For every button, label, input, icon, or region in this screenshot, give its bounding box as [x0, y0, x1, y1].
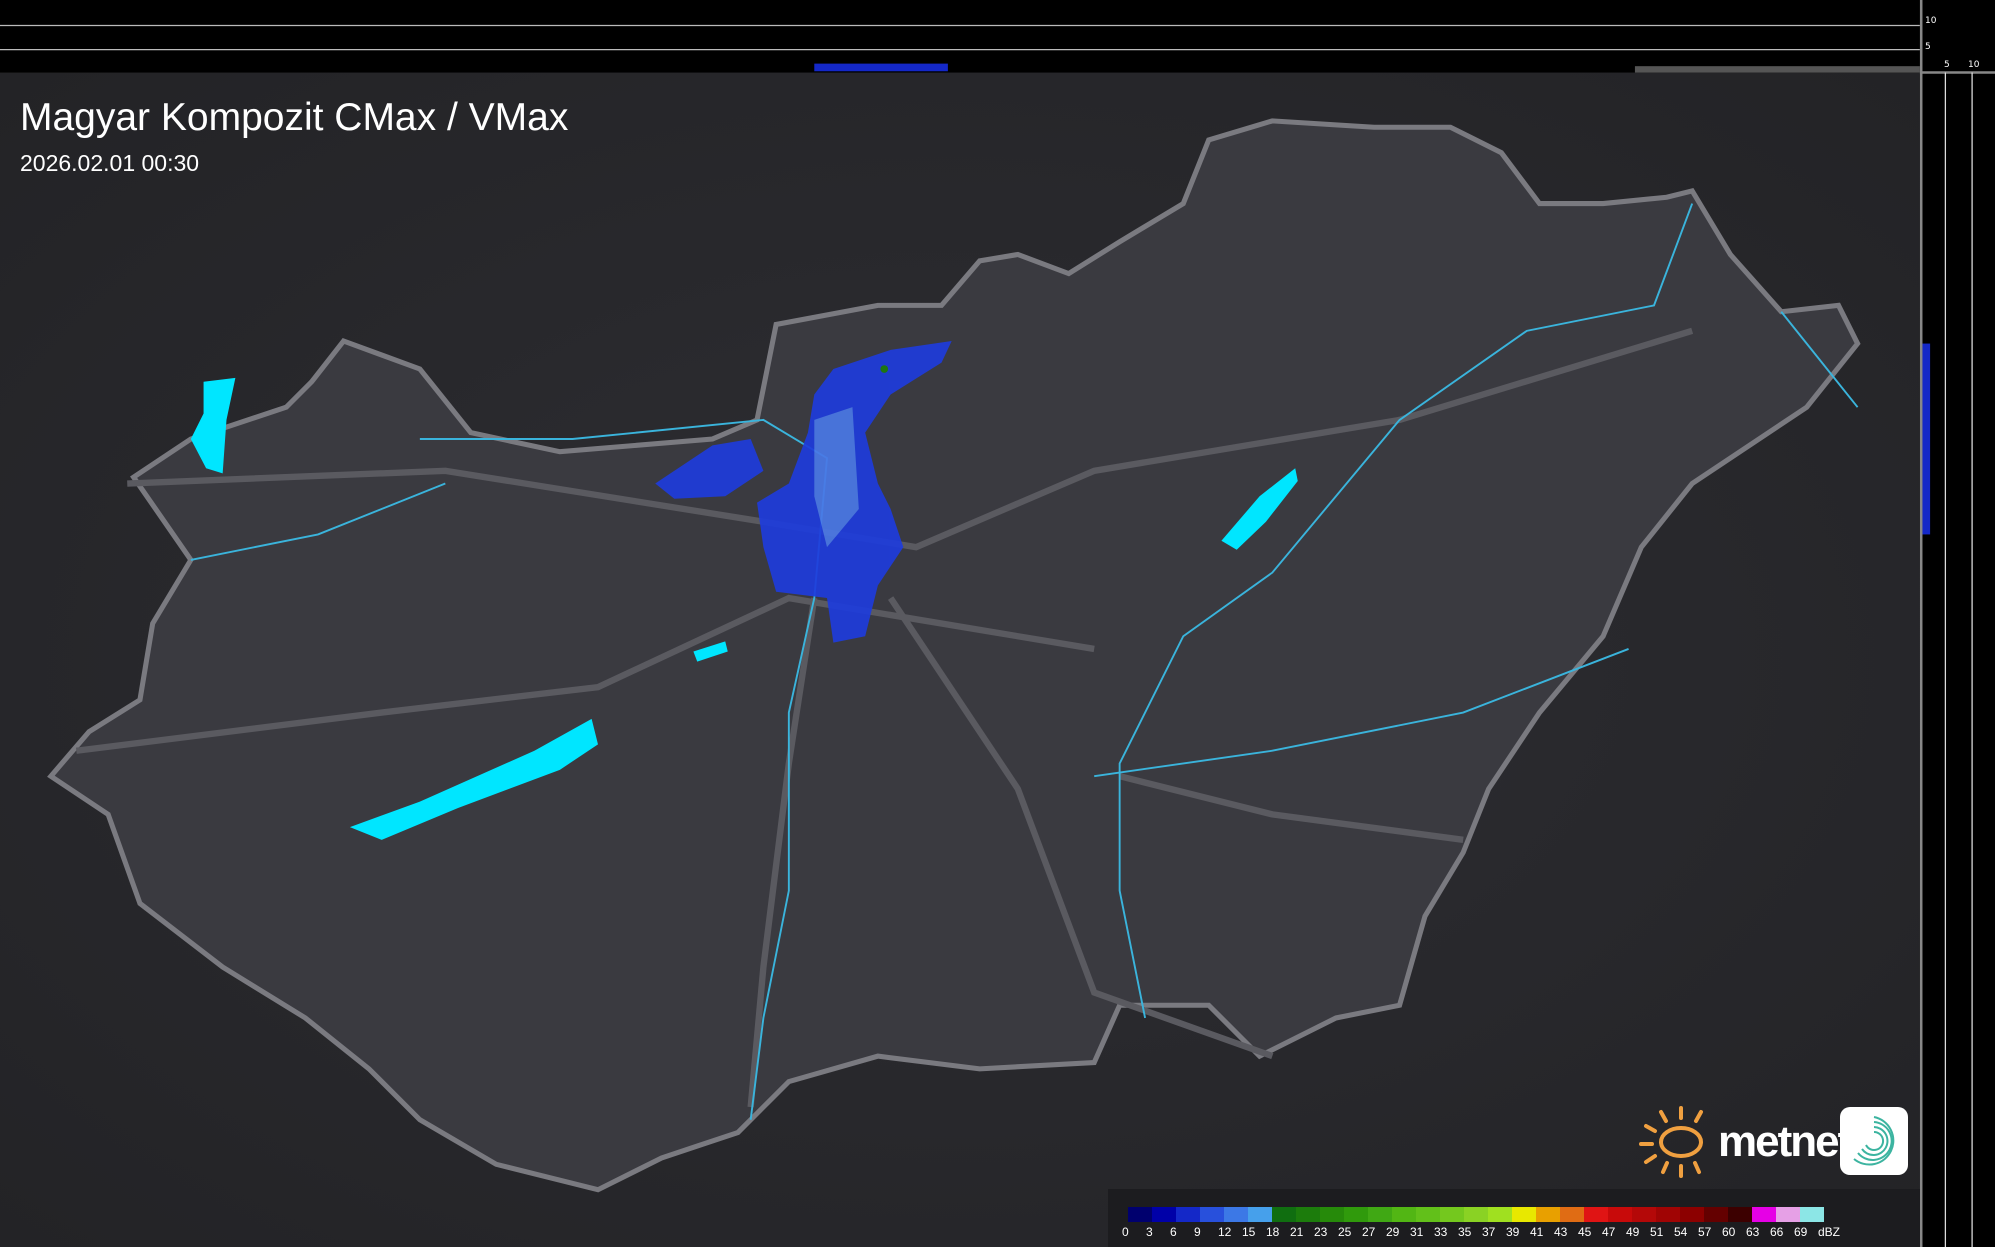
- lake-tisza: [1221, 468, 1298, 550]
- color-swatch: [1464, 1207, 1488, 1222]
- color-swatch: [1128, 1207, 1152, 1222]
- scale-tick: 60: [1722, 1225, 1736, 1239]
- scale-tick: 41: [1530, 1225, 1544, 1239]
- scale-tick: 37: [1482, 1225, 1496, 1239]
- scale-tick: 31: [1410, 1225, 1424, 1239]
- scale-tick: 9: [1194, 1225, 1201, 1239]
- color-swatch: [1416, 1207, 1440, 1222]
- map-title: Magyar Kompozit CMax / VMax: [20, 96, 569, 139]
- scale-tick: 63: [1746, 1225, 1760, 1239]
- color-swatch: [1296, 1207, 1320, 1222]
- color-swatch: [1272, 1207, 1296, 1222]
- scale-tick: 25: [1338, 1225, 1352, 1239]
- right-profile-panel: [1919, 0, 1995, 1247]
- dbz-legend: 0 3 6 9 12 15 18 21 23 25 27 29 31 33 35 37 39 41 43 45 47 49…: [1108, 1189, 1920, 1247]
- color-swatch: [1728, 1207, 1752, 1222]
- lakes: [190, 377, 1298, 840]
- color-swatch: [1512, 1207, 1536, 1222]
- color-swatch: [1536, 1207, 1560, 1222]
- scale-tick: 43: [1554, 1225, 1568, 1239]
- hungary-outline: [47, 118, 1861, 1193]
- color-swatch: [1224, 1207, 1248, 1222]
- rivers: [190, 203, 1859, 1120]
- lake-balaton: [349, 718, 598, 840]
- color-swatch: [1632, 1207, 1656, 1222]
- radar-echo: [655, 341, 952, 643]
- scale-tick: 35: [1458, 1225, 1472, 1239]
- lake-ferto: [190, 377, 236, 474]
- color-swatch: [1440, 1207, 1464, 1222]
- color-swatch: [1152, 1207, 1176, 1222]
- color-swatch: [1584, 1207, 1608, 1222]
- color-swatch: [1680, 1207, 1704, 1222]
- scale-tick: 18: [1266, 1225, 1280, 1239]
- swirl-icon: [1853, 1116, 1895, 1166]
- color-swatch: [1776, 1207, 1800, 1222]
- timestamp: 2026.02.01 00:30: [20, 150, 200, 176]
- scale-tick: 47: [1602, 1225, 1616, 1239]
- scale-tick: 27: [1362, 1225, 1376, 1239]
- scale-tick: 23: [1314, 1225, 1328, 1239]
- color-swatch: [1200, 1207, 1224, 1222]
- color-swatch: [1320, 1207, 1344, 1222]
- app-logo: [1840, 1107, 1908, 1175]
- color-swatch: [1800, 1207, 1824, 1222]
- top-profile-panel: [0, 0, 1920, 73]
- scale-tick: 69: [1794, 1225, 1808, 1239]
- color-swatch: [1488, 1207, 1512, 1222]
- scale-tick: 33: [1434, 1225, 1448, 1239]
- scale-ticks: 0 3 6 9 12 15 18 21 23 25 27 29 31 33 35 37 39 41 43 45 47 49…: [1122, 1225, 1842, 1239]
- scale-tick: 29: [1386, 1225, 1400, 1239]
- scale-tick: 3: [1146, 1225, 1153, 1239]
- scale-tick: 0: [1122, 1225, 1129, 1239]
- scale-tick: 51: [1650, 1225, 1664, 1239]
- metnet-logo: metnet: [1636, 1104, 1852, 1180]
- scale-tick: 39: [1506, 1225, 1520, 1239]
- color-swatch: [1704, 1207, 1728, 1222]
- top-axis-tick: 5: [1925, 42, 1931, 52]
- right-axis-tick: 10: [1968, 60, 1980, 70]
- color-swatch: [1560, 1207, 1584, 1222]
- top-axis-tick: 10: [1925, 16, 1937, 26]
- scale-tick: 12: [1218, 1225, 1232, 1239]
- color-swatch: [1752, 1207, 1776, 1222]
- scale-tick: 49: [1626, 1225, 1640, 1239]
- color-swatch: [1248, 1207, 1272, 1222]
- unit-label: dBZ: [1818, 1225, 1841, 1239]
- color-swatch: [1344, 1207, 1368, 1222]
- scale-tick: 54: [1674, 1225, 1688, 1239]
- color-swatch: [1368, 1207, 1392, 1222]
- sun-icon: [1639, 1106, 1703, 1178]
- lake-velence: [693, 641, 728, 662]
- scale-tick: 6: [1170, 1225, 1177, 1239]
- color-swatch: [1392, 1207, 1416, 1222]
- scale-tick: 21: [1290, 1225, 1304, 1239]
- logo-text: metnet: [1718, 1117, 1852, 1166]
- right-axis-tick: 5: [1944, 60, 1950, 70]
- scale-tick: 66: [1770, 1225, 1784, 1239]
- color-swatch: [1176, 1207, 1200, 1222]
- scale-tick: 15: [1242, 1225, 1256, 1239]
- scale-tick: 45: [1578, 1225, 1592, 1239]
- color-swatch: [1608, 1207, 1632, 1222]
- color-scale: [1128, 1207, 1824, 1222]
- scale-tick: 57: [1698, 1225, 1712, 1239]
- color-swatch: [1656, 1207, 1680, 1222]
